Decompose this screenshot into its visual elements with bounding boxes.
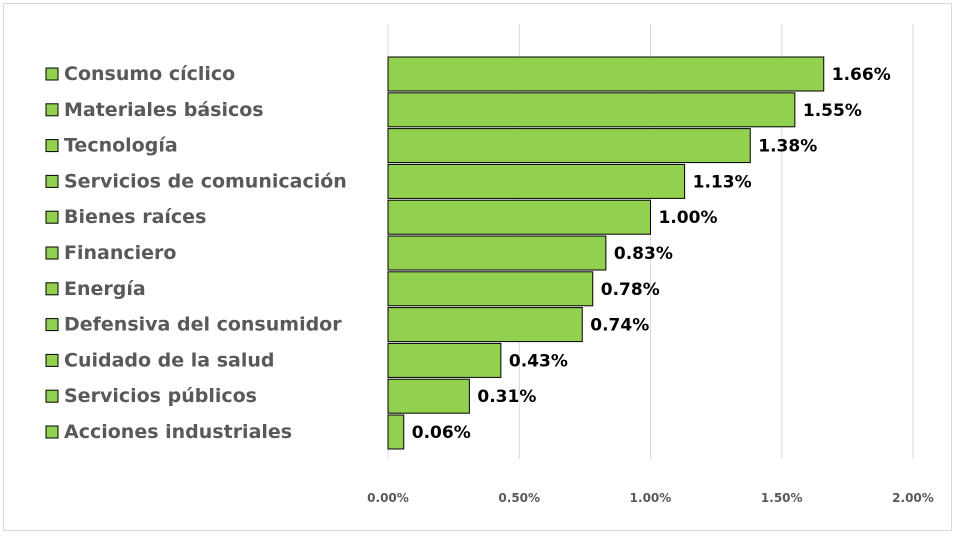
legend-swatch — [45, 103, 59, 117]
data-label: 1.00% — [659, 208, 718, 228]
data-label: 1.55% — [803, 101, 862, 121]
data-label: 1.13% — [693, 172, 752, 192]
category-label: Financiero — [64, 242, 176, 264]
bar-chart: 1.66% 1.55% 1.38% 1.13% 1.00% 0.83% 0.78% 0.74%… — [45, 24, 934, 505]
category-label: Defensiva del consumidor — [64, 314, 342, 336]
category-label: Energía — [64, 278, 146, 300]
bar — [387, 163, 686, 199]
category-label: Consumo cíclico — [64, 63, 235, 85]
legend: Consumo cíclico Materiales básicos Tecnolo… — [45, 63, 347, 443]
legend-swatch — [45, 139, 59, 153]
category-label: Bienes raíces — [64, 206, 206, 228]
category-label: Servicios de comunicación — [64, 170, 347, 192]
bar — [387, 414, 405, 450]
bar — [387, 235, 607, 271]
category-label: Cuidado de la salud — [64, 349, 275, 371]
category-label: Servicios públicos — [64, 385, 257, 407]
bars — [387, 56, 825, 450]
bar — [387, 128, 751, 164]
bar — [387, 342, 502, 378]
value-labels: 1.66% 1.55% 1.38% 1.13% 1.00% 0.83% 0.78% 0.74%… — [412, 65, 891, 443]
bar — [387, 56, 825, 92]
bar — [387, 92, 796, 128]
legend-swatch — [45, 425, 59, 439]
legend-swatch — [45, 210, 59, 224]
bar — [387, 271, 594, 307]
x-tick-label: 1.00% — [630, 491, 672, 505]
data-label: 0.83% — [614, 244, 673, 264]
category-label: Materiales básicos — [64, 99, 264, 121]
legend-swatch — [45, 246, 59, 260]
category-label: Tecnología — [64, 135, 178, 157]
bar — [387, 199, 651, 235]
legend-swatch — [45, 282, 59, 296]
bar — [387, 378, 470, 414]
legend-swatch — [45, 389, 59, 403]
x-tick-label: 1.50% — [761, 491, 803, 505]
legend-swatch — [45, 174, 59, 188]
data-label: 1.38% — [758, 137, 817, 157]
category-label: Acciones industriales — [64, 421, 292, 443]
data-label: 0.78% — [601, 280, 660, 300]
x-tick-label: 0.50% — [498, 491, 540, 505]
data-label: 0.43% — [509, 351, 568, 371]
x-tick-label: 0.00% — [367, 491, 409, 505]
data-label: 0.74% — [590, 316, 649, 336]
legend-swatch — [45, 318, 59, 332]
data-label: 1.66% — [832, 65, 891, 85]
legend-swatch — [45, 353, 59, 367]
legend-swatch — [45, 67, 59, 81]
x-axis-ticks: 0.00% 0.50% 1.00% 1.50% 2.00% — [367, 491, 934, 505]
x-tick-label: 2.00% — [892, 491, 934, 505]
chart-frame: 1.66% 1.55% 1.38% 1.13% 1.00% 0.83% 0.78% 0.74%… — [3, 3, 952, 531]
data-label: 0.06% — [412, 423, 471, 443]
data-label: 0.31% — [477, 387, 536, 407]
bar — [387, 307, 583, 343]
